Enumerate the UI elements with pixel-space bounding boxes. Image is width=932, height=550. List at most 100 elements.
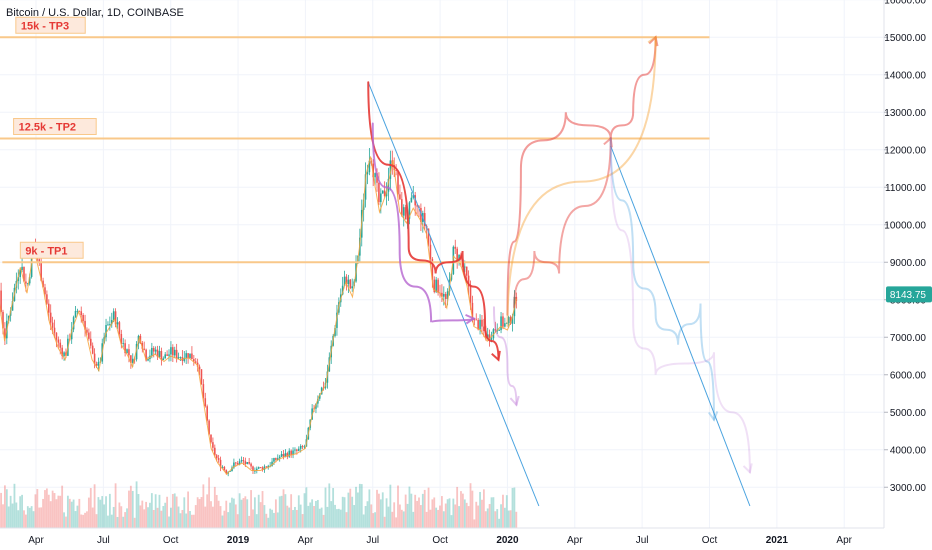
candle-body xyxy=(193,359,195,362)
volume-bar xyxy=(51,490,54,528)
volume-bar xyxy=(458,506,460,528)
volume-bar xyxy=(465,502,468,528)
candle-body xyxy=(399,194,401,200)
volume-bar xyxy=(204,506,207,528)
trend-line[interactable] xyxy=(610,145,751,507)
volume-bar xyxy=(82,514,85,528)
projection-curve[interactable] xyxy=(513,137,612,309)
candle-body xyxy=(465,266,468,276)
volume-bar xyxy=(357,492,359,528)
volume-bar xyxy=(280,495,283,528)
candle-body xyxy=(471,302,474,320)
candle-body xyxy=(93,353,96,365)
candle-body xyxy=(0,290,2,312)
volume-bar xyxy=(364,506,367,528)
candle-body xyxy=(128,349,130,356)
projection-curves[interactable] xyxy=(367,35,753,475)
volume-bar xyxy=(32,511,35,528)
projection-curve[interactable] xyxy=(492,306,518,406)
last-price-label: 8143.75 xyxy=(890,290,927,301)
volume-bar xyxy=(101,496,104,528)
volume-bar xyxy=(232,498,235,528)
time-axis[interactable]: Apr Jul Oct 2019 Apr Jul Oct 2020 Apr Jul Oct 2021 A… xyxy=(0,527,932,550)
candle-body xyxy=(214,447,216,456)
candle-body xyxy=(456,248,458,261)
trend-line[interactable] xyxy=(367,82,540,507)
volume-bar xyxy=(23,510,25,528)
candle-body xyxy=(221,466,224,468)
projection-curve[interactable] xyxy=(506,36,657,327)
volume-bar xyxy=(345,512,348,528)
candle-body xyxy=(107,324,109,326)
candle-body xyxy=(389,160,392,179)
volume-bar xyxy=(236,514,239,528)
volume-bar xyxy=(149,502,151,528)
candle-body xyxy=(349,279,352,289)
price-axis[interactable]: 3000.004000.005000.006000.007000.008000.… xyxy=(883,0,932,528)
projection-curve[interactable] xyxy=(609,137,751,474)
arrow-head xyxy=(648,35,659,47)
candle-body xyxy=(145,349,147,361)
last-price-badge[interactable] xyxy=(886,286,932,303)
candle-body xyxy=(173,349,176,356)
chart-title-text: Bitcoin / U.S. Dollar, 1D, COINBASE xyxy=(6,7,184,19)
volume-bar xyxy=(328,483,331,528)
candle-body xyxy=(97,362,100,366)
volume-bar xyxy=(387,506,390,528)
candle-body xyxy=(189,353,191,359)
volume-bar xyxy=(469,483,472,528)
candle-body xyxy=(206,406,208,421)
candle-body xyxy=(236,463,239,465)
candle-body xyxy=(441,292,443,297)
candle-body xyxy=(509,317,512,324)
volume-bar xyxy=(496,509,499,528)
candle-body xyxy=(151,347,153,356)
projection-curve[interactable] xyxy=(367,81,500,361)
candle-body xyxy=(2,311,4,329)
candle-body xyxy=(187,353,189,359)
candle-body xyxy=(194,361,197,363)
projection-curve[interactable] xyxy=(609,137,715,421)
candle-body xyxy=(27,283,29,285)
volume-bar xyxy=(231,497,233,528)
candle-body xyxy=(88,332,90,339)
volume-bar xyxy=(288,507,291,528)
volume-bar xyxy=(116,516,119,528)
time-tick-label: Oct xyxy=(432,535,448,546)
volume-bar xyxy=(355,486,357,528)
candle-body xyxy=(507,317,510,323)
volume-bar xyxy=(463,499,466,528)
candle-body xyxy=(416,205,418,207)
candle-body xyxy=(387,178,390,192)
time-tick-label: Jul xyxy=(366,535,379,546)
trend-lines[interactable] xyxy=(367,82,751,507)
volume-bar xyxy=(139,505,142,528)
candle-body xyxy=(86,329,88,333)
volume-bar xyxy=(500,504,502,528)
volume-bar xyxy=(406,503,409,528)
volume-bar xyxy=(440,496,443,528)
volume-bar xyxy=(412,511,415,528)
volume-bar xyxy=(471,490,474,528)
volume-bar xyxy=(295,510,298,528)
candle-body xyxy=(280,454,283,457)
arrow-head xyxy=(465,313,476,325)
target-lines[interactable]: 15k - TP3 12.5k - TP2 9k - TP1 xyxy=(0,16,710,264)
candle-body xyxy=(276,458,279,460)
price-tick-label: 4000.00 xyxy=(890,445,927,456)
volume-bar xyxy=(112,506,115,528)
volume-bar xyxy=(297,495,300,528)
volume-bar xyxy=(145,501,148,528)
volume-bar xyxy=(135,481,138,528)
volume-bar xyxy=(248,515,251,528)
volume-bar xyxy=(150,493,153,528)
projection-curve[interactable] xyxy=(371,122,475,324)
candle-body xyxy=(120,334,123,344)
volume-bar xyxy=(255,514,258,528)
candle-body xyxy=(229,471,231,472)
candle-body xyxy=(143,348,146,350)
candle-body xyxy=(433,279,436,293)
volume-bar xyxy=(299,504,302,528)
projection-curve[interactable] xyxy=(506,36,657,316)
